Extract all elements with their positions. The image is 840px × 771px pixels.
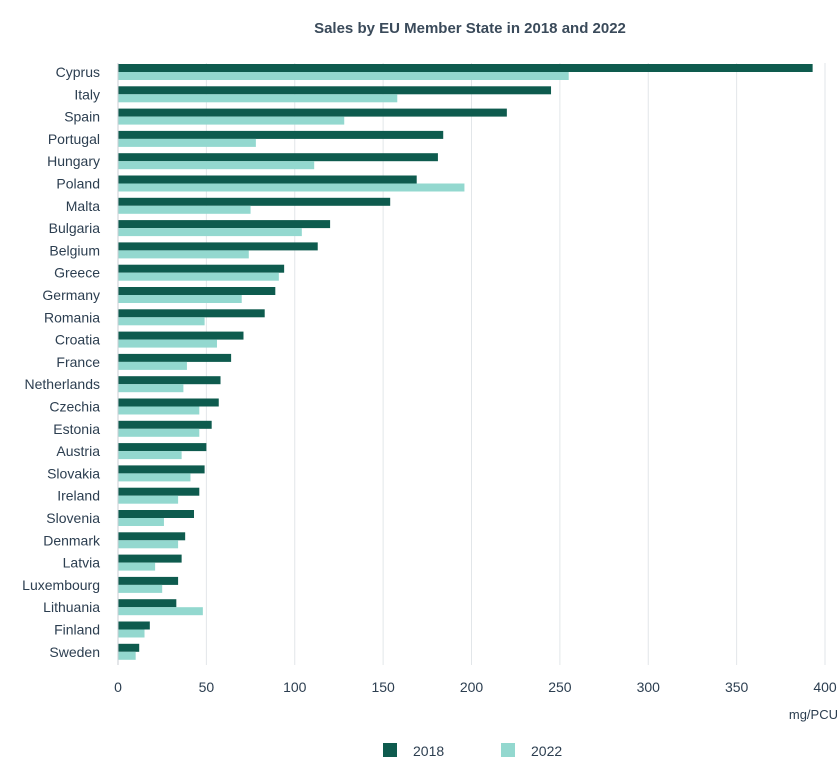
bar-2018-lithuania [118,599,177,608]
category-label: Poland [56,176,100,192]
bar-2022-hungary [118,161,315,170]
bar-2022-luxembourg [118,584,163,593]
bar-2018-finland [118,621,150,630]
bar-2022-spain [118,116,345,125]
category-label: Austria [56,443,100,459]
bar-2018-germany [118,287,276,295]
bar-2022-germany [118,295,242,303]
category-label: Italy [74,86,100,102]
bar-2022-belgium [118,250,249,259]
bar-2022-malta [118,205,251,214]
category-label: Greece [54,265,100,281]
bar-2022-denmark [118,540,179,549]
x-tick-label: 150 [371,679,395,695]
bar-2022-estonia [118,428,200,437]
bar-2018-romania [118,309,265,318]
x-axis-label: mg/PCU [789,707,838,722]
category-label: Slovakia [47,465,100,481]
bar-2018-luxembourg [118,576,179,585]
category-label: Cyprus [56,64,100,80]
category-label: Bulgaria [49,220,101,236]
bar-2018-spain [118,108,507,117]
bar-2018-ireland [118,487,200,496]
category-label: Hungary [47,153,100,169]
bar-2022-romania [118,317,205,326]
bar-2018-estonia [118,420,212,429]
category-label: Germany [42,287,100,303]
category-label: France [56,354,100,370]
legend-label: 2018 [413,743,444,759]
bar-2018-netherlands [118,376,221,385]
category-label: Denmark [43,532,101,548]
x-tick-label: 100 [283,679,307,695]
x-tick-label: 400 [813,679,837,695]
bar-2018-denmark [118,532,186,541]
bar-2022-slovenia [118,518,164,526]
category-label: Netherlands [25,376,101,392]
bar-2018-poland [118,175,417,184]
bar-2022-poland [118,183,465,192]
bar-2018-belgium [118,242,318,251]
bar-2018-cyprus [118,64,813,72]
chart-title: Sales by EU Member State in 2018 and 202… [314,20,626,37]
category-label: Luxembourg [22,577,100,593]
category-label: Latvia [63,555,101,571]
bar-2022-france [118,361,187,370]
bar-2022-czechia [118,406,200,415]
bar-2018-bulgaria [118,220,331,229]
bar-2018-croatia [118,331,244,340]
x-tick-label: 50 [199,679,215,695]
bar-2018-greece [118,264,285,273]
bar-2018-slovakia [118,465,205,474]
bar-2018-slovenia [118,510,195,518]
x-tick-label: 300 [637,679,661,695]
bar-2022-finland [118,629,145,638]
x-tick-label: 200 [460,679,484,695]
bar-2018-hungary [118,153,438,162]
bar-2022-netherlands [118,384,184,393]
category-label: Slovenia [46,510,100,526]
bar-2018-france [118,353,232,362]
bar-2022-bulgaria [118,228,302,237]
category-label: Portugal [48,131,100,147]
bar-2022-ireland [118,495,179,504]
bar-2022-lithuania [118,607,203,616]
bar-2018-austria [118,443,207,452]
category-label: Romania [44,309,100,325]
category-label: Czechia [49,399,100,415]
legend-swatch [383,743,397,757]
bar-2018-czechia [118,398,219,407]
x-tick-label: 250 [548,679,572,695]
category-label: Croatia [55,332,100,348]
category-label: Estonia [53,421,100,437]
bar-2018-sweden [118,643,140,652]
category-label: Finland [54,622,100,638]
bar-2022-sweden [118,651,136,660]
bar-2018-italy [118,86,552,95]
category-label: Lithuania [43,599,100,615]
bar-2022-slovakia [118,473,191,482]
bar-2022-greece [118,272,279,281]
category-label: Belgium [49,242,100,258]
bar-2018-portugal [118,130,444,139]
x-tick-label: 0 [114,679,122,695]
category-label: Ireland [57,488,100,504]
bar-2018-malta [118,197,391,206]
bar-2018-latvia [118,554,182,563]
bar-2022-italy [118,94,398,103]
category-label: Sweden [49,644,100,660]
bar-2022-croatia [118,339,217,348]
category-label: Malta [66,198,100,214]
category-label: Spain [64,109,100,125]
x-tick-label: 350 [725,679,749,695]
bar-2022-austria [118,451,182,460]
legend-swatch [501,743,515,757]
bar-2022-latvia [118,562,156,571]
bar-2022-portugal [118,138,256,147]
bar-2022-cyprus [118,72,569,80]
legend-label: 2022 [531,743,562,759]
